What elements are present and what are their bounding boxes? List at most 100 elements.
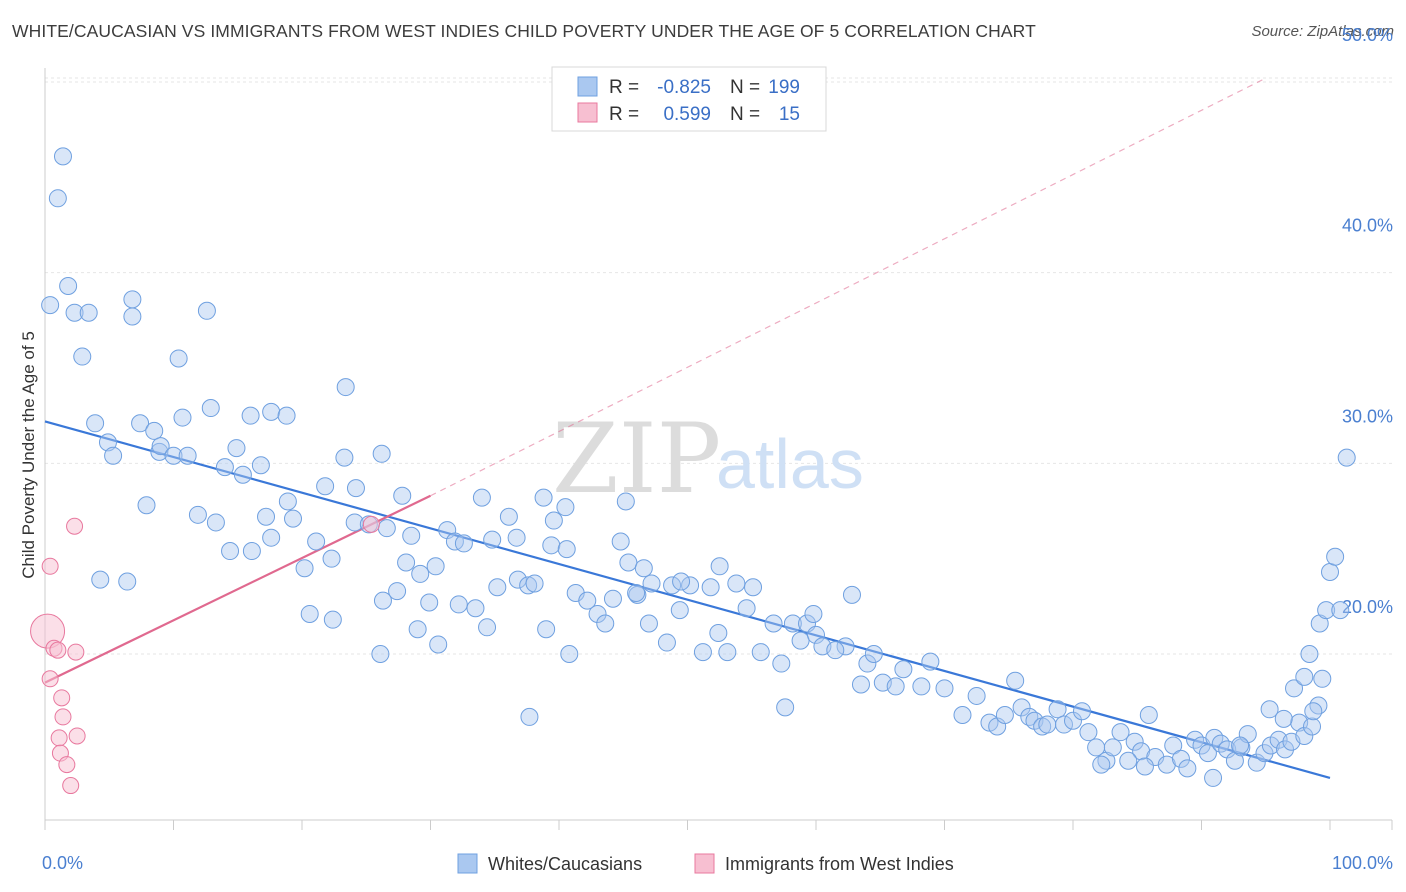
data-point-whites xyxy=(300,604,319,623)
bottom-legend: Whites/Caucasians Immigrants from West I… xyxy=(457,853,954,874)
data-point-west-indies xyxy=(68,727,86,745)
data-point-whites xyxy=(393,486,412,505)
data-point-whites xyxy=(751,643,770,662)
data-point-whites xyxy=(858,654,877,673)
data-point-whites xyxy=(1178,759,1197,778)
data-point-whites xyxy=(776,698,795,717)
data-point-whites xyxy=(278,492,297,511)
data-point-whites xyxy=(1247,753,1266,772)
data-point-whites xyxy=(1317,601,1336,620)
data-point-whites xyxy=(1260,700,1279,719)
data-point-whites xyxy=(537,620,556,639)
data-point-whites xyxy=(836,637,855,656)
data-point-west-indies xyxy=(67,643,85,661)
data-point-whites xyxy=(426,557,445,576)
data-point-whites xyxy=(693,643,712,662)
data-point-whites xyxy=(542,536,561,555)
data-point-whites xyxy=(316,477,335,496)
data-point-whites xyxy=(807,625,825,644)
data-point-whites xyxy=(1198,744,1217,763)
data-point-whites xyxy=(346,479,365,498)
data-point-whites xyxy=(145,421,164,440)
data-point-whites xyxy=(520,707,539,726)
data-point-whites xyxy=(681,576,700,595)
data-point-whites xyxy=(804,604,823,623)
data-point-whites xyxy=(277,406,296,425)
data-point-whites xyxy=(150,442,169,461)
data-point-west-indies xyxy=(58,756,76,774)
series-west-indies-points xyxy=(30,515,380,795)
data-point-west-indies xyxy=(49,641,67,659)
data-point-west-indies xyxy=(54,708,72,726)
data-point-whites xyxy=(466,599,485,618)
data-point-whites xyxy=(995,706,1014,725)
data-point-whites xyxy=(371,645,390,663)
data-point-whites xyxy=(284,509,303,528)
data-point-whites xyxy=(104,446,123,465)
data-point-whites xyxy=(663,576,682,595)
x-tick-label-min: 0.0% xyxy=(42,853,83,873)
chart-source: Source: ZipAtlas.com xyxy=(1251,23,1394,40)
data-point-whites xyxy=(169,349,188,368)
y-ticks: 20.0% 30.0% 40.0% 50.0% xyxy=(1342,25,1393,617)
data-point-whites xyxy=(131,414,150,433)
data-point-whites xyxy=(188,505,207,524)
data-point-whites xyxy=(420,593,439,612)
data-point-whites xyxy=(65,303,84,322)
data-point-whites xyxy=(1274,709,1293,728)
data-point-whites xyxy=(262,528,281,547)
data-point-whites xyxy=(86,414,105,433)
legend-n-label-1: N = xyxy=(730,77,760,98)
data-point-whites xyxy=(429,635,448,654)
data-point-whites xyxy=(483,530,502,549)
data-point-whites xyxy=(472,488,491,507)
data-point-whites xyxy=(206,513,225,532)
data-point-whites xyxy=(596,614,615,633)
data-point-whites xyxy=(508,570,527,589)
data-point-whites xyxy=(227,439,246,458)
data-point-whites xyxy=(1064,711,1082,730)
data-point-whites xyxy=(1309,696,1328,715)
data-point-whites xyxy=(73,347,92,366)
data-point-whites xyxy=(445,532,464,551)
data-point-whites xyxy=(1321,563,1339,582)
data-point-whites xyxy=(499,507,518,526)
legend-n-value-1: 199 xyxy=(768,77,800,98)
data-point-whites xyxy=(935,679,954,698)
data-point-whites xyxy=(251,456,270,475)
data-point-whites xyxy=(1255,744,1274,763)
data-point-whites xyxy=(627,583,646,602)
data-point-whites xyxy=(1300,645,1319,663)
y-tick-label: 30.0% xyxy=(1342,406,1393,426)
data-point-whites xyxy=(718,643,737,662)
data-point-whites xyxy=(41,296,60,315)
axes xyxy=(44,68,1392,821)
data-point-whites xyxy=(1204,768,1223,787)
data-point-whites xyxy=(335,448,354,467)
data-point-whites xyxy=(1079,723,1098,742)
data-point-whites xyxy=(488,578,507,597)
data-point-whites xyxy=(241,406,260,425)
data-point-whites xyxy=(137,496,156,515)
data-point-whites xyxy=(534,488,553,507)
data-point-whites xyxy=(98,433,117,452)
data-point-whites xyxy=(1092,755,1111,774)
data-point-whites xyxy=(478,618,497,637)
x-tick-label-max: 100.0% xyxy=(1332,853,1393,873)
legend-box: R = -0.825 N = 199 R = 0.599 N = 15 xyxy=(551,66,827,132)
data-point-whites xyxy=(295,559,314,578)
data-point-whites xyxy=(197,301,216,320)
bottom-legend-swatch-blue xyxy=(457,853,478,874)
data-point-whites xyxy=(262,402,281,421)
data-point-whites xyxy=(1119,751,1138,770)
data-point-whites xyxy=(557,540,576,559)
data-point-whites xyxy=(221,542,240,561)
data-point-whites xyxy=(79,303,98,322)
data-point-whites xyxy=(178,446,197,465)
y-tick-label: 20.0% xyxy=(1342,597,1393,617)
data-point-whites xyxy=(1304,702,1323,721)
data-point-west-indies xyxy=(50,729,68,747)
data-point-whites xyxy=(603,589,622,608)
legend-swatch-pink xyxy=(577,102,598,123)
